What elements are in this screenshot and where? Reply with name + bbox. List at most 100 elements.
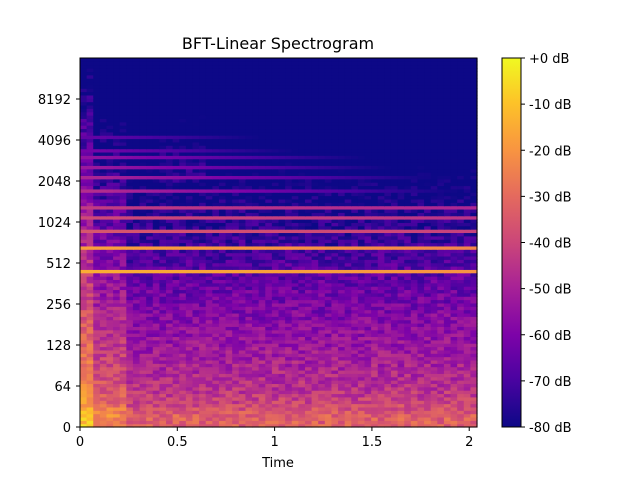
heatmap-cell — [152, 329, 160, 334]
heatmap-cell — [285, 286, 293, 291]
heatmap-cell — [126, 286, 134, 291]
heatmap-cell — [457, 299, 465, 304]
heatmap-cell — [417, 286, 425, 291]
heatmap-cell — [417, 235, 425, 240]
heatmap-cell — [252, 296, 260, 301]
heatmap-cell — [205, 185, 213, 190]
heatmap-cell — [80, 155, 88, 160]
heatmap-cell — [172, 299, 180, 304]
heatmap-cell — [119, 349, 127, 354]
heatmap-cell — [113, 219, 121, 223]
heatmap-cell — [232, 262, 240, 267]
heatmap-cell — [298, 326, 306, 331]
heatmap-cell — [344, 151, 352, 156]
heatmap-cell — [331, 185, 339, 190]
heatmap-cell — [404, 286, 412, 291]
heatmap-cell — [185, 148, 194, 153]
heatmap-cell — [311, 353, 319, 358]
heatmap-cell — [278, 356, 286, 361]
heatmap-cell — [80, 151, 88, 156]
heatmap-cell — [450, 366, 458, 371]
heatmap-cell — [93, 319, 101, 324]
heatmap-cell — [278, 369, 286, 374]
heatmap-cell — [417, 396, 425, 401]
heatmap-cell — [404, 269, 412, 274]
heatmap-cell — [80, 296, 88, 301]
heatmap-cell — [185, 202, 194, 207]
heatmap-cell — [199, 420, 207, 425]
heatmap-cell — [205, 155, 213, 160]
heatmap-cell — [430, 400, 438, 405]
heatmap-cell — [318, 343, 326, 348]
heatmap-cell — [331, 336, 339, 341]
heatmap-cell — [232, 363, 240, 368]
heatmap-cell — [298, 323, 306, 327]
heatmap-cell — [166, 302, 174, 307]
heatmap-cell — [106, 178, 114, 183]
heatmap-cell — [397, 306, 405, 311]
heatmap-cell — [126, 309, 134, 314]
heatmap-cell — [298, 235, 306, 240]
heatmap-cell — [132, 272, 141, 277]
heatmap-cell — [331, 359, 339, 364]
heatmap-cell — [172, 363, 180, 368]
heatmap-cell — [232, 286, 240, 291]
heatmap-cell — [331, 333, 339, 338]
heatmap-cell — [119, 323, 127, 327]
heatmap-cell — [192, 333, 200, 338]
heatmap-cell — [80, 339, 88, 344]
heatmap-cell — [271, 306, 280, 311]
heatmap-cell — [311, 306, 319, 311]
heatmap-cell — [232, 329, 240, 334]
heatmap-cell — [304, 239, 313, 244]
heatmap-cell — [344, 292, 352, 297]
heatmap-cell — [298, 158, 306, 163]
heatmap-cell — [166, 400, 174, 405]
heatmap-cell — [80, 195, 88, 200]
heatmap-cell — [351, 202, 359, 207]
heatmap-cell — [106, 329, 114, 334]
heatmap-cell — [225, 178, 233, 183]
heatmap-cell — [205, 151, 213, 156]
heatmap-cell — [424, 225, 432, 230]
heatmap-cell — [404, 359, 412, 364]
heatmap-cell — [344, 359, 352, 364]
heatmap-cell — [291, 158, 299, 163]
heatmap-cell — [463, 222, 471, 227]
heatmap-cell — [331, 309, 339, 314]
heatmap-cell — [258, 232, 266, 237]
heatmap-cell — [298, 249, 306, 254]
heatmap-cell — [424, 376, 432, 381]
heatmap-cell — [225, 239, 233, 244]
heatmap-cell — [225, 296, 233, 301]
heatmap-cell — [470, 373, 478, 378]
heatmap-cell — [304, 249, 313, 254]
heatmap-cell — [278, 155, 286, 160]
heatmap-cell — [404, 252, 412, 257]
heatmap-cell — [106, 386, 114, 391]
heatmap-cell — [410, 323, 419, 327]
heatmap-cell — [390, 212, 399, 217]
heatmap-cell — [463, 249, 471, 254]
heatmap-cell — [146, 309, 154, 314]
heatmap-cell — [106, 145, 114, 150]
heatmap-cell — [371, 272, 379, 277]
heatmap-cell — [351, 255, 359, 260]
heatmap-cell — [443, 359, 452, 364]
heatmap-cell — [86, 346, 94, 351]
heatmap-cell — [324, 353, 333, 358]
heatmap-cell — [119, 326, 127, 331]
heatmap-cell — [252, 336, 260, 341]
heatmap-cell — [146, 235, 154, 240]
heatmap-cell — [172, 259, 180, 264]
heatmap-cell — [139, 165, 147, 170]
heatmap-cell — [311, 198, 319, 203]
heatmap-cell — [404, 380, 412, 384]
heatmap-cell — [152, 222, 160, 227]
heatmap-cell — [132, 262, 141, 267]
heatmap-cell — [377, 390, 385, 395]
heatmap-cell — [252, 192, 260, 197]
heatmap-cell — [384, 413, 392, 418]
heatmap-cell — [139, 319, 147, 324]
heatmap-cell — [218, 282, 227, 287]
